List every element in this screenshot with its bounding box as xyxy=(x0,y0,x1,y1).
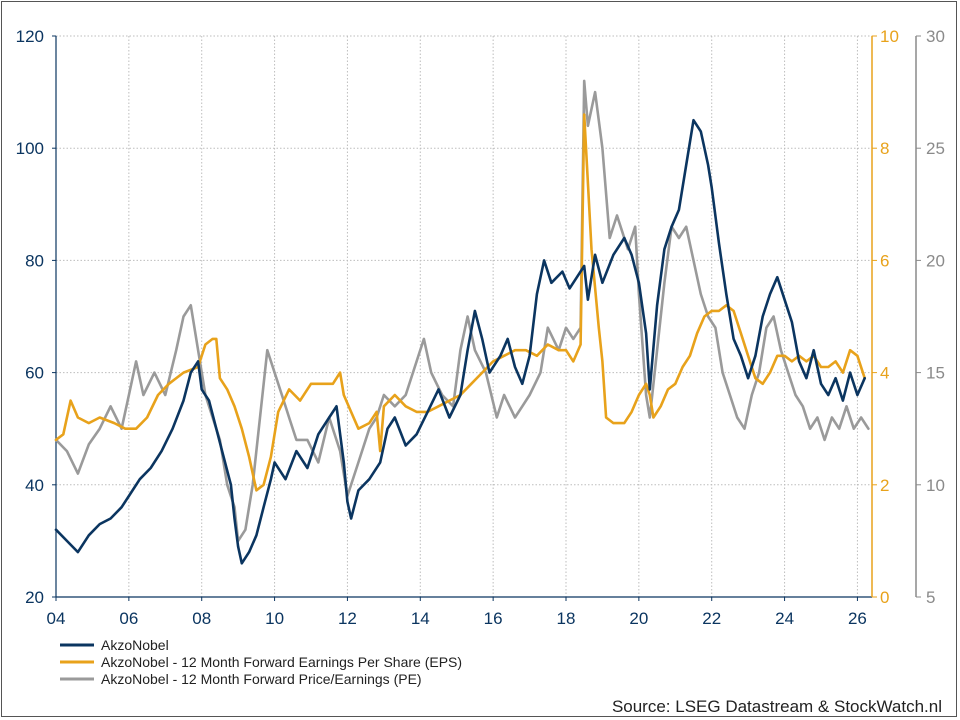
x-tick-label: 10 xyxy=(265,609,284,628)
left-tick-label: 80 xyxy=(25,251,44,270)
x-tick-label: 24 xyxy=(775,609,794,628)
x-tick-label: 04 xyxy=(47,609,66,628)
x-tick-label: 22 xyxy=(702,609,721,628)
legend-eps: AkzoNobel - 12 Month Forward Earnings Pe… xyxy=(60,654,462,670)
left-tick-label: 60 xyxy=(25,364,44,383)
legend-pe: AkzoNobel - 12 Month Forward Price/Earni… xyxy=(60,671,422,687)
legend-label: AkzoNobel - 12 Month Forward Price/Earni… xyxy=(101,671,422,687)
legend-label: AkzoNobel xyxy=(101,637,169,653)
eps-tick-label: 4 xyxy=(880,364,889,383)
x-tick-label: 20 xyxy=(629,609,648,628)
series-lines xyxy=(54,79,870,565)
eps-tick-label: 0 xyxy=(880,588,889,607)
gridlines xyxy=(55,35,872,597)
legend-label: AkzoNobel - 12 Month Forward Earnings Pe… xyxy=(101,654,462,670)
x-tick-label: 16 xyxy=(484,609,503,628)
eps-tick-label: 8 xyxy=(880,139,889,158)
x-tick-label: 14 xyxy=(411,609,430,628)
pe-tick-label: 10 xyxy=(926,476,945,495)
left-tick-label: 100 xyxy=(16,139,44,158)
eps-tick-label: 2 xyxy=(880,476,889,495)
pe-tick-label: 20 xyxy=(926,251,945,270)
pe-tick-label: 5 xyxy=(926,588,935,607)
x-tick-label: 06 xyxy=(119,609,138,628)
left-tick-label: 120 xyxy=(16,27,44,46)
pe-line xyxy=(54,79,870,543)
left-tick-label: 40 xyxy=(25,476,44,495)
akzonobel-line xyxy=(54,118,866,565)
pe-tick-label: 30 xyxy=(926,27,945,46)
x-tick-label: 18 xyxy=(557,609,576,628)
source-note: Source: LSEG Datastream & StockWatch.nl xyxy=(612,697,942,716)
legend-akzonobel: AkzoNobel xyxy=(60,637,169,653)
x-tick-label: 12 xyxy=(338,609,357,628)
axes: 04 06 08 10 12 14 16 18 20 22 24 262040608010012002… xyxy=(16,27,945,628)
left-tick-label: 20 xyxy=(25,588,44,607)
eps-tick-label: 10 xyxy=(880,27,899,46)
pe-tick-label: 25 xyxy=(926,139,945,158)
pe-tick-label: 15 xyxy=(926,364,945,383)
x-tick-label: 26 xyxy=(848,609,867,628)
eps-line xyxy=(54,113,866,492)
eps-tick-label: 6 xyxy=(880,251,889,270)
x-tick-label: 08 xyxy=(192,609,211,628)
